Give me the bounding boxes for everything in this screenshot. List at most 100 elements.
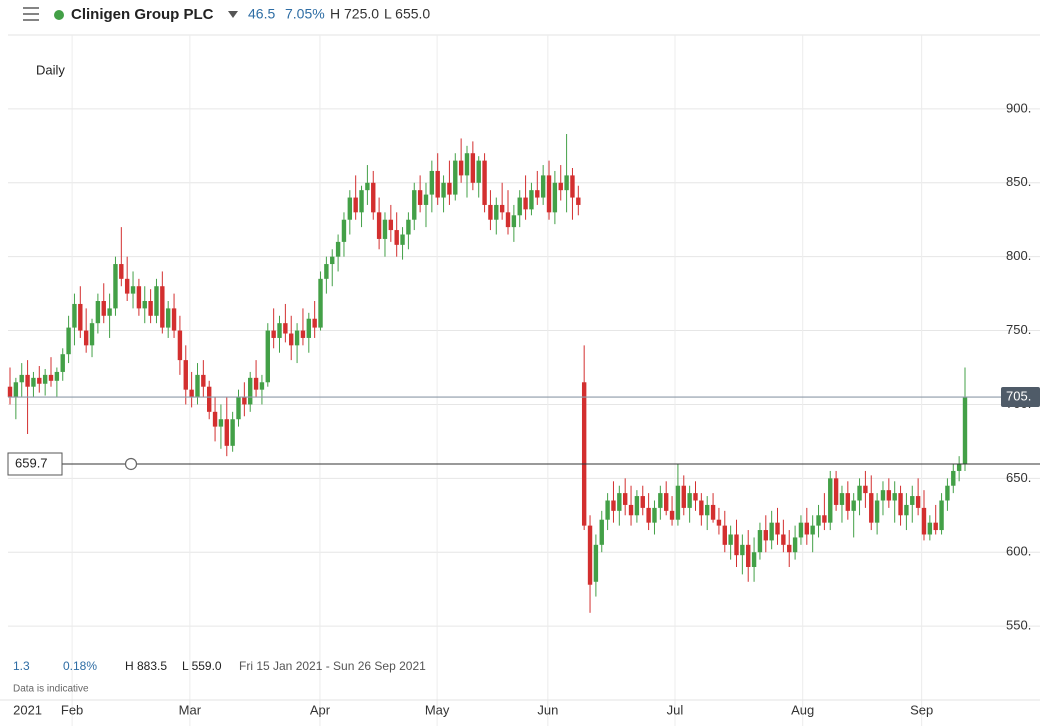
candle-body xyxy=(710,504,716,520)
candle-body xyxy=(634,496,640,516)
status-dot xyxy=(54,10,64,20)
candle-body xyxy=(863,485,868,494)
candle-body xyxy=(165,308,171,328)
candle-body xyxy=(540,175,546,198)
candle-body xyxy=(388,219,394,231)
menu-icon[interactable] xyxy=(23,7,39,21)
footer-note: Data is indicative xyxy=(13,684,89,695)
candle-body xyxy=(857,485,862,501)
candle-body xyxy=(306,318,312,338)
candle-body xyxy=(441,182,446,198)
candle-body xyxy=(136,286,142,309)
candle-body xyxy=(605,500,610,520)
crosshair-handle[interactable] xyxy=(124,457,138,471)
x-tick-label: 2021 xyxy=(13,702,42,717)
x-tick-label: May xyxy=(425,702,450,717)
current-price-label: 705. xyxy=(1006,388,1031,403)
candle-body xyxy=(183,360,188,390)
candle-body xyxy=(933,522,938,531)
candle-body xyxy=(101,301,106,316)
candle-body xyxy=(119,264,124,279)
candle-body xyxy=(869,493,874,523)
candle-body xyxy=(511,215,517,228)
instrument-name[interactable]: Clinigen Group PLC xyxy=(71,6,214,23)
candle-body xyxy=(60,354,65,372)
candle-body xyxy=(494,204,499,220)
change-pct: 7.05% xyxy=(285,6,325,22)
candle-body xyxy=(330,256,335,265)
candle-body xyxy=(271,330,276,338)
candle-body xyxy=(499,204,505,213)
candle-body xyxy=(83,330,89,346)
candle-body xyxy=(775,522,780,535)
candle-body xyxy=(675,485,681,520)
candle-body xyxy=(570,175,575,198)
candle-body xyxy=(921,507,927,535)
candle-body xyxy=(423,194,429,205)
y-tick-label: 600. xyxy=(1006,544,1031,559)
candle-body xyxy=(447,182,452,195)
candle-body xyxy=(769,522,774,541)
candle-body xyxy=(898,493,903,516)
candle-body xyxy=(417,190,423,205)
candle-body xyxy=(218,419,224,427)
candle-body xyxy=(177,330,183,361)
candle-body xyxy=(277,323,282,338)
candle-body xyxy=(171,308,177,331)
candle-body xyxy=(734,534,739,556)
candle-body xyxy=(341,219,347,242)
candle-body xyxy=(453,160,458,195)
candle-body xyxy=(757,530,763,553)
x-tick-label: Feb xyxy=(61,702,83,717)
crosshair-box xyxy=(7,452,63,476)
candle-body xyxy=(148,301,153,316)
candle-body xyxy=(154,286,159,316)
candle-body xyxy=(517,197,522,216)
candle-body xyxy=(798,522,804,538)
candle-body xyxy=(259,382,265,390)
candle-body xyxy=(371,182,376,213)
dropdown-arrow[interactable] xyxy=(228,11,238,18)
candle-body xyxy=(458,160,464,176)
y-tick-label: 800. xyxy=(1006,248,1031,263)
candle-body xyxy=(160,286,165,328)
candle-body xyxy=(31,377,36,387)
candle-body xyxy=(564,175,569,191)
candle-body xyxy=(904,504,909,516)
candle-body xyxy=(95,301,101,324)
candle-body xyxy=(663,493,669,511)
candle-body xyxy=(587,525,593,585)
candle-body xyxy=(617,493,622,511)
candle-body xyxy=(236,397,241,420)
candle-body xyxy=(335,241,341,257)
candle-body xyxy=(265,330,270,383)
candle-body xyxy=(915,496,921,508)
candle-body xyxy=(13,382,19,398)
x-tick-label: Apr xyxy=(310,702,331,717)
candle-body xyxy=(242,397,247,405)
candle-body xyxy=(792,537,798,553)
candle-body xyxy=(740,544,745,556)
current-price-box xyxy=(1001,387,1040,408)
candle-body xyxy=(347,197,353,220)
candle-body xyxy=(113,264,118,309)
candle-body xyxy=(470,153,476,183)
candle-body xyxy=(687,493,692,508)
candle-body xyxy=(751,552,757,567)
candle-body xyxy=(248,377,253,405)
y-tick-label: 650. xyxy=(1006,470,1031,485)
candle-body xyxy=(828,478,833,523)
candle-body xyxy=(19,374,24,383)
candle-body xyxy=(283,323,288,334)
plot: 550.600.650.700.750.800.850.900.2021FebM… xyxy=(7,35,1040,726)
candle-body xyxy=(201,374,206,387)
candle-body xyxy=(611,500,616,511)
candle-body xyxy=(230,419,235,446)
candle-body xyxy=(523,197,528,210)
interval[interactable]: Daily xyxy=(36,62,65,77)
candle-body xyxy=(207,386,212,412)
day-high: H 725.0 xyxy=(330,6,379,22)
x-tick-label: Sep xyxy=(910,702,933,717)
candle-body xyxy=(505,212,511,228)
candle-body xyxy=(124,278,130,294)
